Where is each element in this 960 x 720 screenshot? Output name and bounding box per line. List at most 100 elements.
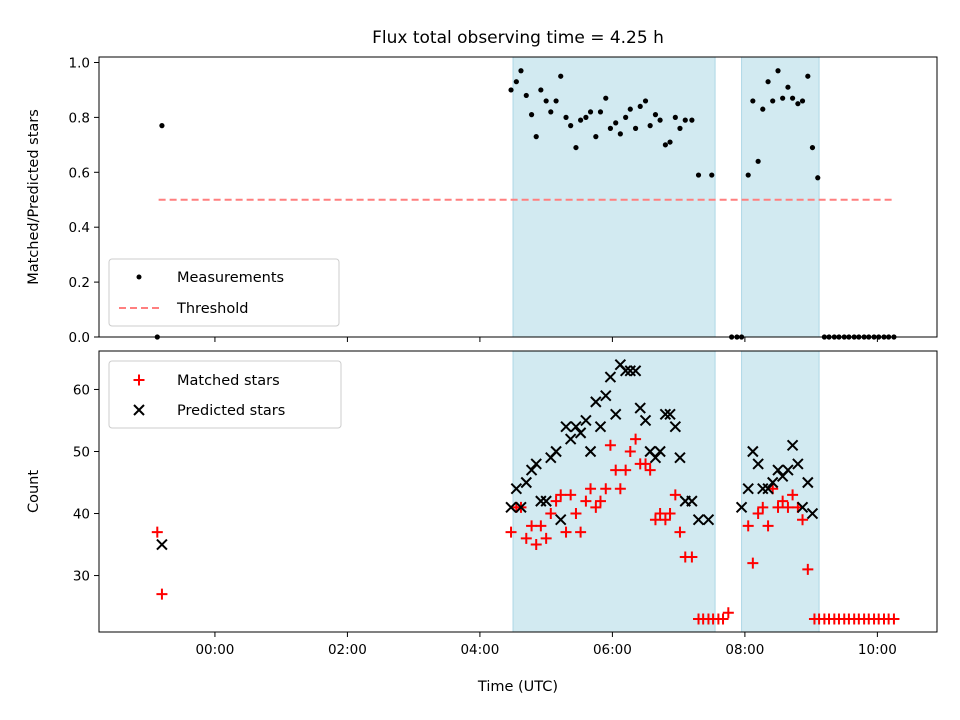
predicted-star-point (735, 501, 748, 514)
predicted-star-point (540, 495, 552, 507)
matched-star-point (610, 464, 622, 476)
y-tick-label: 60 (73, 382, 90, 398)
measurement-point (523, 92, 529, 99)
shaded-interval-2 (741, 350, 820, 633)
measurement-point (760, 106, 766, 112)
matched-star-point (686, 551, 698, 563)
y-tick-label: 0.4 (69, 220, 90, 236)
y-tick-label: 0.6 (69, 165, 90, 181)
measurement-point (770, 98, 776, 104)
measurement-point (775, 68, 781, 74)
measurement-point (809, 144, 816, 151)
top-panel-legend: Measurements Threshold (108, 258, 340, 327)
measurement-point (563, 114, 569, 120)
measurement-point (603, 95, 609, 101)
predicted-star-point (742, 483, 754, 495)
matched-star-point (664, 508, 676, 520)
matched-star-point (620, 464, 632, 476)
measurement-point (597, 109, 604, 115)
matched-star-point (797, 514, 809, 526)
matched-star-point (550, 495, 562, 507)
measurement-point (799, 98, 806, 104)
measurement-point (508, 87, 514, 93)
measurement-point (662, 142, 668, 148)
predicted-star-point (692, 514, 705, 526)
legend-predicted-marker (133, 404, 145, 416)
measurement-point (623, 114, 629, 120)
matched-star-point (649, 514, 661, 526)
matched-star-point (888, 613, 900, 625)
predicted-star-point (649, 451, 662, 464)
measurement-point (159, 123, 165, 129)
shaded-interval-1 (512, 350, 716, 633)
matched-star-point (777, 495, 789, 507)
bottom-panel: 00:00 02:00 04:00 06:00 08:00 10:00 30405060 … (26, 350, 938, 695)
measurement-point (682, 117, 688, 123)
measurement-point (558, 73, 564, 79)
measurement-point (652, 112, 659, 118)
predicted-star-point (659, 408, 672, 420)
matched-star-point (752, 508, 764, 520)
legend-measurements-label: Measurements (177, 270, 284, 286)
matched-star-point (782, 501, 794, 513)
measurement-point (642, 98, 649, 104)
measurement-point (789, 95, 796, 101)
matched-star-point (640, 458, 652, 470)
x-tick-label: 06:00 (593, 642, 632, 658)
matched-stars-points (151, 433, 900, 625)
measurement-point (553, 98, 559, 104)
predicted-star-point (619, 365, 632, 377)
matched-star-point (156, 588, 168, 600)
measurement-point (518, 68, 524, 74)
measurement-point (785, 84, 791, 90)
matched-star-point (565, 489, 577, 501)
predicted-star-point (686, 495, 698, 507)
measurement-point (548, 109, 554, 115)
measurement-point (543, 98, 549, 104)
bottom-panel-y-axis-label: Count (26, 470, 42, 513)
legend-predicted-label: Predicted stars (177, 403, 285, 419)
matched-star-point (545, 508, 557, 520)
top-panel-y-ticks: 0.0 0.2 0.4 0.6 0.8 1.0 (69, 55, 99, 346)
legend-threshold-label: Threshold (176, 301, 248, 317)
predicted-star-point (629, 365, 642, 377)
measurement-point (583, 114, 589, 120)
predicted-star-point (560, 420, 572, 433)
predicted-star-point (564, 433, 577, 445)
measurement-point (689, 117, 695, 123)
matched-star-point (520, 532, 532, 544)
top-legend-box (108, 258, 340, 327)
predicted-star-point (786, 439, 799, 451)
measurement-point (780, 95, 786, 101)
measurement-point (627, 106, 633, 112)
matched-star-point (717, 613, 729, 625)
measurement-point (573, 144, 579, 151)
matched-star-point (674, 526, 686, 538)
measurement-point (657, 117, 663, 123)
predicted-star-point (639, 414, 652, 427)
measurement-point (815, 175, 821, 181)
matched-star-point (762, 520, 774, 532)
predicted-star-point (792, 458, 804, 470)
measurement-point (677, 125, 683, 131)
predicted-star-point (752, 458, 764, 470)
measurement-point (533, 134, 539, 140)
matched-star-point (594, 495, 606, 507)
predicted-star-point (594, 420, 607, 433)
matched-star-point (604, 439, 616, 451)
matched-star-point (570, 508, 582, 520)
matched-star-point (802, 563, 814, 575)
x-tick-label: 10:00 (858, 642, 897, 658)
measurement-point (513, 79, 519, 85)
y-tick-label: 1.0 (69, 55, 90, 71)
y-tick-label: 0.0 (69, 330, 90, 346)
predicted-star-point (674, 451, 686, 464)
y-tick-label: 0.2 (69, 275, 90, 291)
predicted-star-point (604, 371, 617, 383)
matched-star-point (787, 489, 799, 501)
matched-star-point (580, 495, 592, 507)
matched-star-point (654, 508, 666, 520)
measurement-point (672, 114, 678, 120)
y-tick-label: 0.8 (69, 110, 90, 126)
bottom-panel-frame (98, 350, 938, 633)
